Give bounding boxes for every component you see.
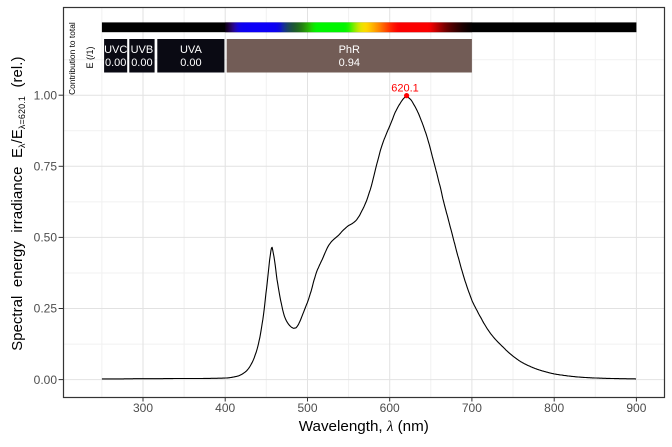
svg-text:0.94: 0.94: [339, 57, 360, 69]
svg-text:UVC: UVC: [104, 44, 127, 56]
svg-text:900: 900: [626, 401, 646, 415]
svg-text:0.50: 0.50: [34, 231, 58, 245]
svg-text:400: 400: [215, 401, 235, 415]
svg-text:0.25: 0.25: [34, 302, 58, 316]
svg-text:1.00: 1.00: [34, 88, 58, 102]
svg-text:500: 500: [297, 401, 317, 415]
svg-text:620.1: 620.1: [391, 83, 419, 95]
svg-text:0.00: 0.00: [131, 57, 152, 69]
svg-text:700: 700: [462, 401, 482, 415]
svg-text:Contribution to total: Contribution to total: [67, 22, 77, 95]
svg-text:0.00: 0.00: [34, 373, 58, 387]
svg-text:Spectral energy irradiance: Spectral energy irradiance Eλ/Eλ=620.1 (…: [10, 56, 27, 350]
svg-text:Wavelength, λ (nm): Wavelength, λ (nm): [299, 418, 429, 435]
svg-text:UVA: UVA: [180, 44, 202, 56]
svg-text:0.00: 0.00: [105, 57, 126, 69]
svg-text:0.75: 0.75: [34, 160, 58, 174]
svg-text:PhR: PhR: [339, 44, 360, 56]
svg-text:UVB: UVB: [131, 44, 154, 56]
svg-text:E (/1): E (/1): [85, 46, 95, 68]
svg-text:600: 600: [380, 401, 400, 415]
svg-text:300: 300: [133, 401, 153, 415]
svg-text:800: 800: [544, 401, 564, 415]
svg-text:0.00: 0.00: [180, 57, 201, 69]
